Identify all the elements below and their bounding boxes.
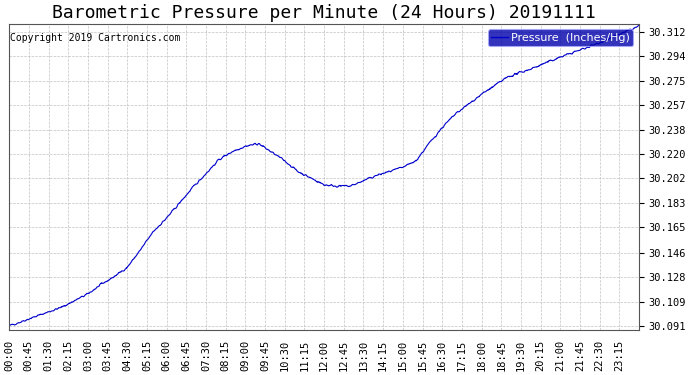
Title: Barometric Pressure per Minute (24 Hours) 20191111: Barometric Pressure per Minute (24 Hours… <box>52 4 595 22</box>
Text: Copyright 2019 Cartronics.com: Copyright 2019 Cartronics.com <box>10 33 180 43</box>
Legend: Pressure  (Inches/Hg): Pressure (Inches/Hg) <box>488 29 633 46</box>
